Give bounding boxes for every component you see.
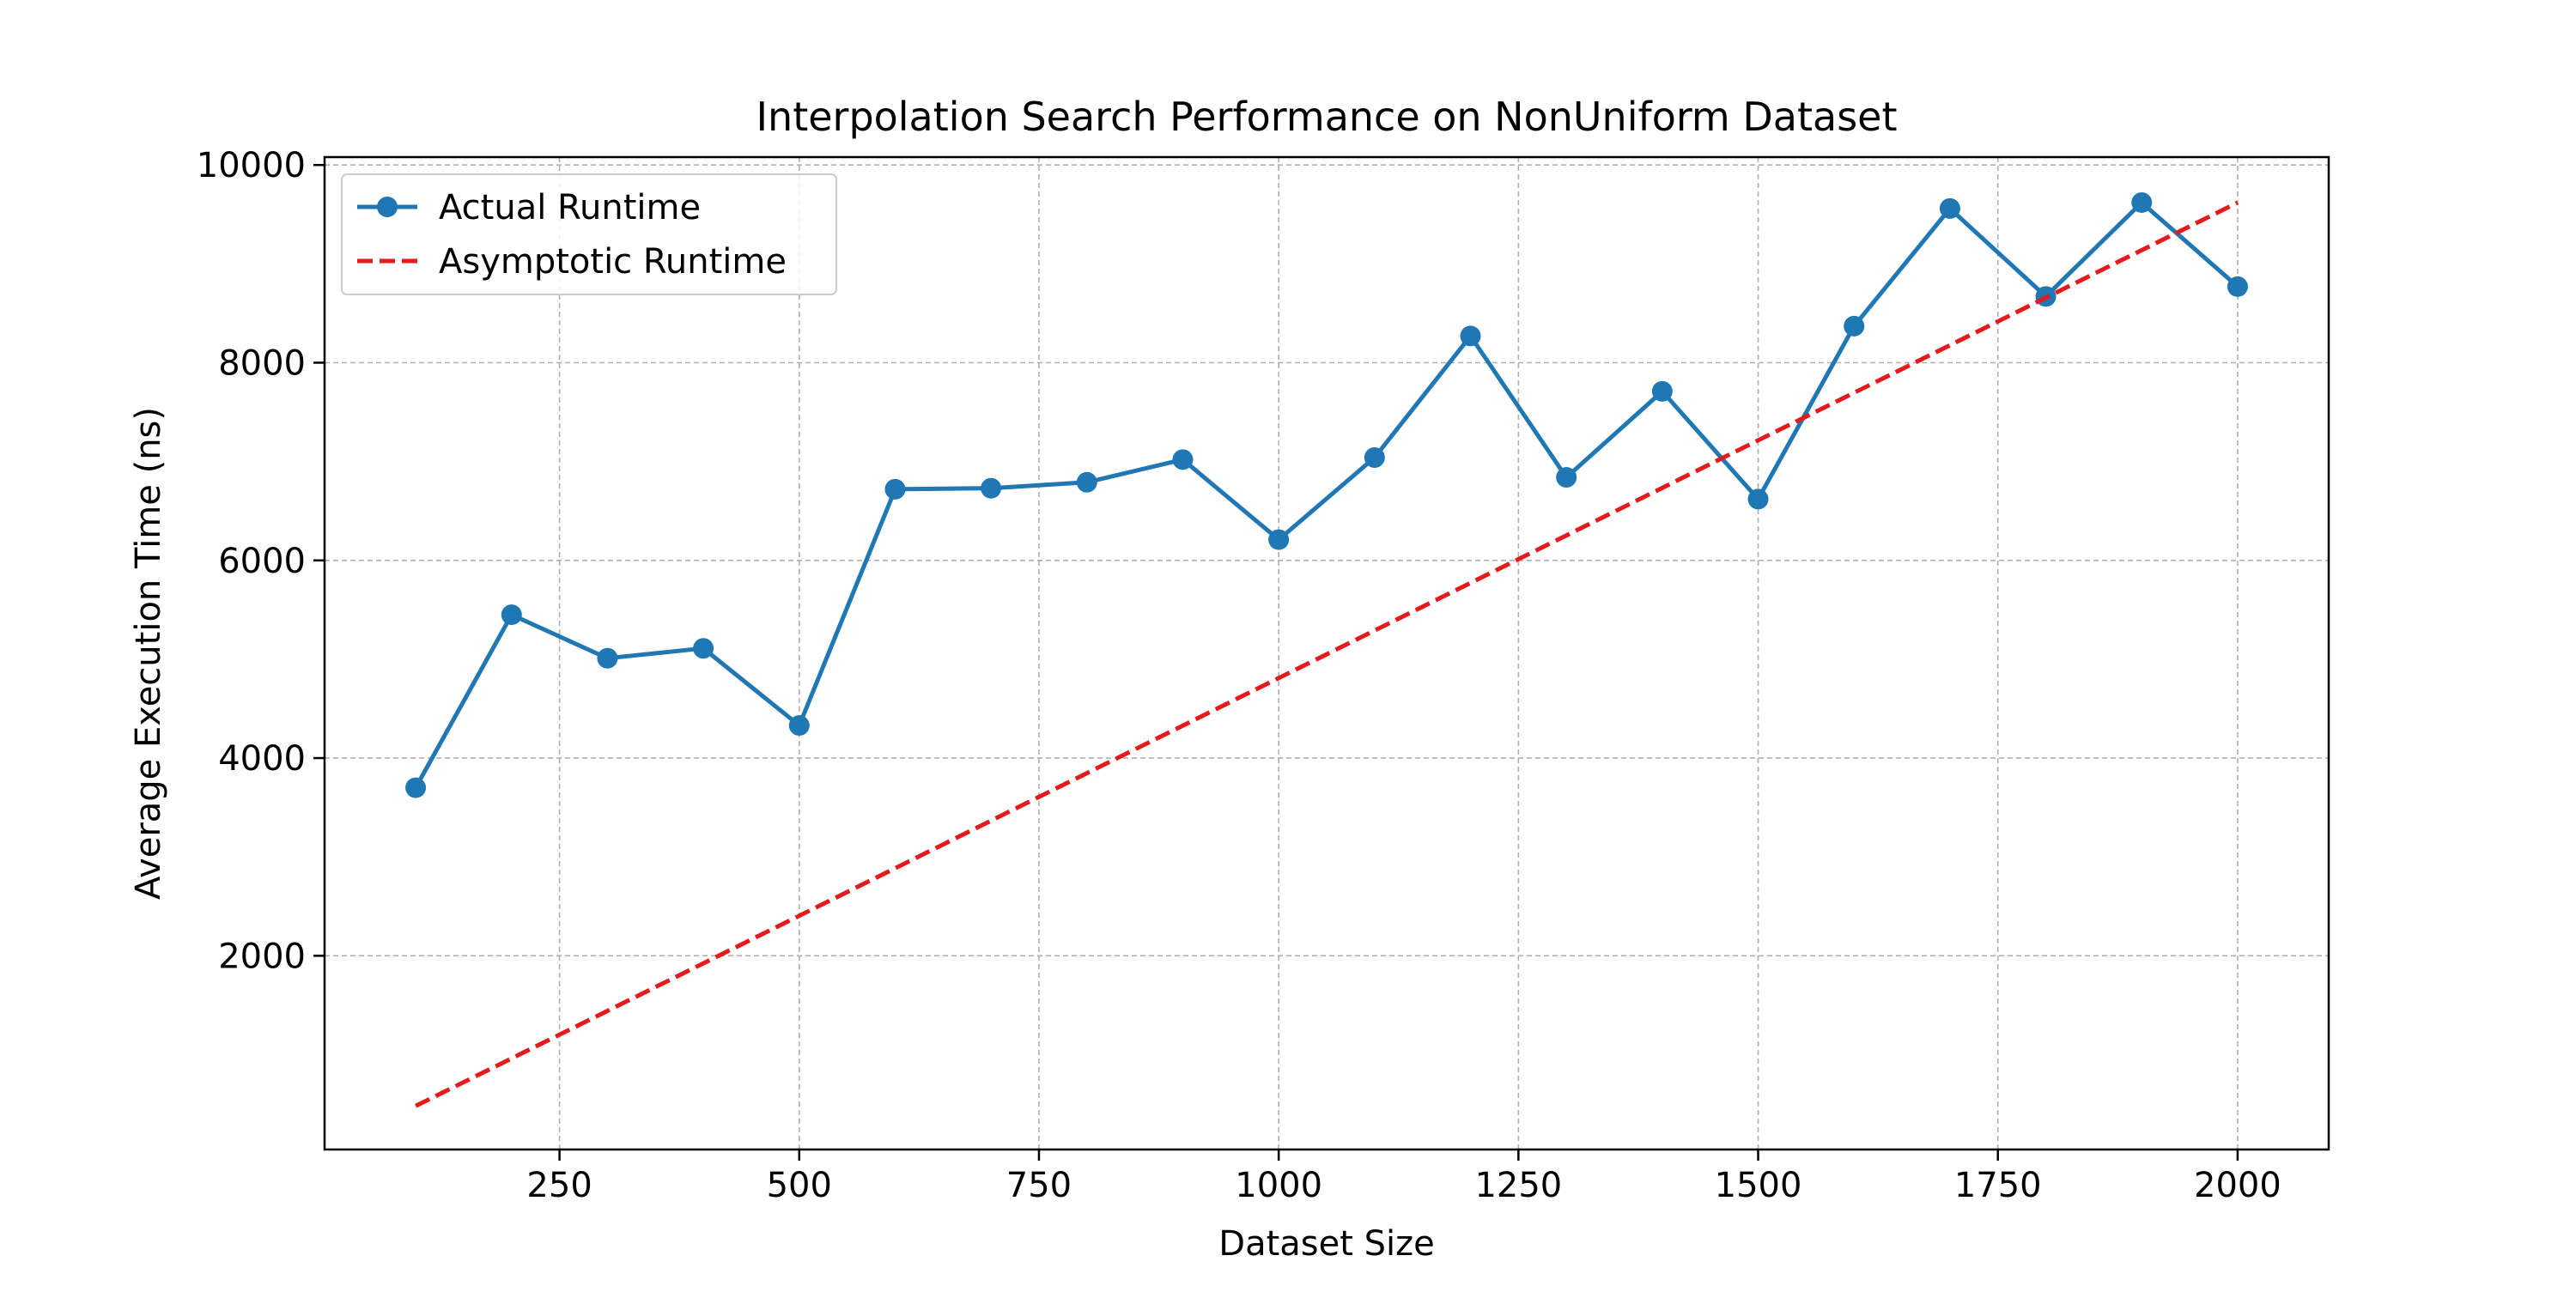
- actual-runtime-point: [501, 604, 522, 626]
- x-tick-label: 2000: [2194, 1166, 2281, 1205]
- x-tick-label: 1250: [1474, 1166, 1562, 1205]
- actual-runtime-point: [1364, 447, 1385, 469]
- actual-runtime-line: [413, 200, 2239, 789]
- legend-marker-actual-runtime: [377, 197, 398, 217]
- ticks-layer: 250 500 750 1000 1250 1500 1750 2000 2000 4000 600…: [197, 146, 2281, 1205]
- y-tick-label: 6000: [218, 542, 306, 581]
- legend-box: [341, 173, 837, 295]
- y-axis-label: Average Execution Time (ns): [129, 407, 168, 900]
- x-tick-label: 500: [767, 1166, 832, 1205]
- actual-runtime-point: [981, 477, 1002, 499]
- y-tick-label: 4000: [218, 739, 306, 779]
- actual-runtime-point: [405, 777, 427, 798]
- y-tick-label: 10000: [197, 146, 306, 185]
- legend: Actual Runtime Asymptotic Runtime: [341, 173, 837, 295]
- legend-label-actual-runtime: Actual Runtime: [439, 188, 701, 227]
- actual-runtime-point: [1268, 529, 1290, 550]
- x-tick-label: 1750: [1954, 1166, 2042, 1205]
- actual-runtime-point: [1172, 449, 1194, 470]
- actual-runtime-point: [1460, 325, 1481, 347]
- chart-title: Interpolation Search Performance on NonU…: [756, 94, 1897, 140]
- x-tick-label: 1000: [1235, 1166, 1322, 1205]
- legend-label-asymptotic-runtime: Asymptotic Runtime: [439, 242, 787, 282]
- actual-runtime-point: [1747, 488, 1769, 510]
- y-tick-label: 2000: [218, 937, 306, 976]
- actual-runtime-point: [884, 478, 906, 500]
- actual-runtime-point: [1939, 197, 1960, 219]
- actual-runtime-point: [1556, 467, 1577, 488]
- x-tick-label: 250: [526, 1166, 592, 1205]
- x-tick-label: 1500: [1715, 1166, 1802, 1205]
- series-layer: [405, 191, 2248, 1108]
- actual-runtime-point: [2131, 191, 2153, 213]
- actual-runtime-point: [2227, 276, 2248, 297]
- actual-runtime-point: [1076, 471, 1097, 493]
- actual-runtime-point: [788, 715, 810, 737]
- grid-layer: [325, 157, 2329, 1149]
- y-tick-label: 8000: [218, 343, 306, 383]
- actual-runtime-point: [597, 647, 618, 669]
- plot-area-frame: [323, 155, 2330, 1151]
- asymptotic-runtime-line: [414, 200, 2239, 1108]
- x-tick-label: 750: [1006, 1166, 1072, 1205]
- x-axis-label: Dataset Size: [1218, 1224, 1434, 1264]
- actual-runtime-point: [693, 638, 714, 659]
- actual-runtime-point: [1651, 380, 1673, 402]
- actual-runtime-point: [1844, 315, 1865, 337]
